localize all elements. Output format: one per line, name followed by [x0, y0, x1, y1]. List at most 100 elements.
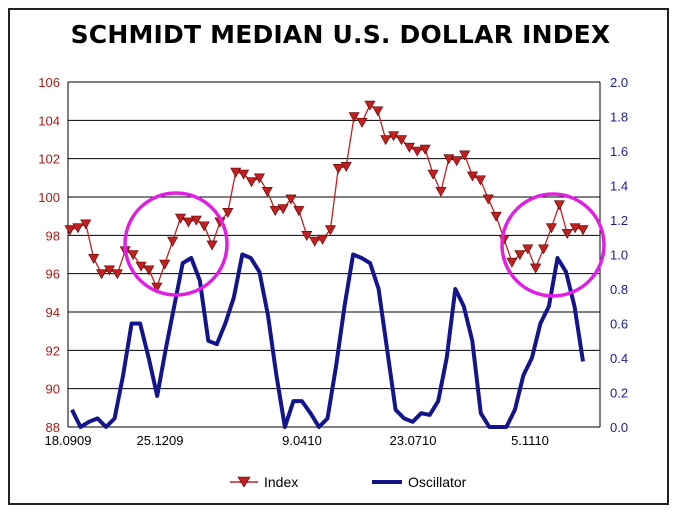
- index-marker: [277, 204, 289, 215]
- index-marker: [372, 106, 384, 117]
- legend-oscillator-label: Oscillator: [408, 474, 467, 490]
- y-left-tick-label: 98: [46, 228, 60, 243]
- index-marker: [577, 225, 589, 236]
- index-marker: [301, 231, 313, 241]
- y-right-tick-label: 1.8: [610, 110, 628, 125]
- index-marker: [569, 223, 581, 234]
- axes: [67, 82, 601, 428]
- index-marker: [443, 154, 455, 165]
- index-marker: [490, 211, 502, 222]
- index-marker: [293, 206, 305, 217]
- index-marker: [561, 229, 573, 240]
- highlight-circle: [123, 191, 229, 297]
- index-marker: [419, 144, 431, 155]
- index-marker: [159, 259, 171, 270]
- index-marker: [317, 234, 329, 245]
- index-marker: [253, 173, 265, 184]
- index-marker: [403, 142, 415, 153]
- y-left-tick-label: 104: [38, 113, 60, 128]
- oscillator-line: [70, 252, 585, 429]
- index-series: [64, 100, 589, 293]
- x-tick-label: 23.0710: [390, 433, 437, 448]
- index-marker: [96, 269, 108, 280]
- y-right-tick-label: 0.4: [610, 351, 628, 366]
- index-marker: [135, 261, 147, 272]
- index-marker: [64, 225, 76, 236]
- chart-frame: [8, 8, 669, 505]
- x-tick-label: 9.0410: [282, 433, 322, 448]
- index-marker: [206, 240, 218, 251]
- index-marker: [80, 219, 92, 230]
- index-marker: [174, 213, 187, 224]
- index-marker: [435, 186, 447, 197]
- y-left-tick-label: 92: [46, 343, 60, 358]
- tick-labels: 88 90 92 94 96 98 100 102 104 106 0.0 0.2 0.4 0.6 0.8 1…: [38, 75, 628, 448]
- index-marker: [151, 282, 163, 293]
- index-marker: [261, 186, 273, 197]
- index-marker: [332, 163, 344, 174]
- y-right-tick-label: 0.6: [610, 317, 628, 332]
- index-marker: [348, 112, 360, 123]
- y-left-tick-label: 90: [46, 382, 60, 397]
- y-left-tick-label: 100: [38, 190, 60, 205]
- y-right-tick-label: 1.6: [610, 144, 628, 159]
- y-right-tick-label: 1.0: [610, 248, 628, 263]
- index-marker: [167, 236, 179, 247]
- index-marker: [364, 100, 376, 111]
- index-marker: [380, 135, 392, 146]
- index-marker: [143, 265, 155, 276]
- y-left-tick-label: 88: [46, 420, 60, 435]
- index-marker: [388, 131, 400, 142]
- index-marker: [538, 244, 550, 255]
- y-right-tick-label: 1.2: [610, 213, 628, 228]
- x-tick-label: 25.1209: [137, 433, 184, 448]
- index-marker: [127, 250, 139, 261]
- index-marker: [230, 167, 242, 178]
- index-marker: [395, 135, 407, 146]
- index-marker: [309, 236, 321, 247]
- index-marker: [411, 146, 423, 157]
- index-marker: [285, 194, 297, 205]
- x-tick-label: 18.0909: [45, 433, 92, 448]
- y-left-tick-label: 102: [38, 152, 60, 167]
- oscillator-series: [70, 252, 585, 429]
- index-marker: [269, 206, 281, 217]
- y-right-tick-label: 1.4: [610, 179, 628, 194]
- index-marker: [466, 171, 479, 182]
- y-left-tick-label: 94: [46, 305, 60, 320]
- index-marker: [474, 175, 486, 186]
- index-marker: [238, 169, 250, 180]
- index-marker: [545, 223, 557, 234]
- chart-title: SCHMIDT MEDIAN U.S. DOLLAR INDEX: [70, 20, 611, 49]
- y-right-tick-label: 0.0: [610, 420, 628, 435]
- y-left-tick-label: 96: [46, 267, 60, 282]
- highlight-circles: [123, 191, 606, 298]
- index-marker: [246, 177, 258, 188]
- index-marker: [340, 162, 352, 172]
- x-tick-label: 5.1110: [511, 433, 549, 448]
- index-marker: [88, 254, 100, 264]
- index-marker: [514, 250, 526, 261]
- index-marker: [103, 265, 115, 276]
- legend-index-label: Index: [264, 474, 298, 490]
- index-marker: [506, 257, 518, 268]
- index-marker: [427, 169, 439, 180]
- index-line: [69, 104, 584, 289]
- index-marker: [451, 156, 463, 167]
- index-marker: [324, 225, 336, 236]
- legend-index-marker: [237, 476, 251, 488]
- index-marker: [459, 150, 471, 161]
- y-right-tick-label: 0.2: [610, 386, 628, 401]
- index-marker: [182, 217, 194, 228]
- index-marker: [72, 223, 84, 234]
- y-left-tick-label: 106: [38, 75, 60, 90]
- legend: Index Oscillator: [230, 474, 467, 490]
- index-marker: [198, 221, 210, 232]
- index-marker: [482, 194, 494, 205]
- index-marker: [222, 208, 234, 218]
- index-marker: [111, 269, 123, 280]
- index-marker: [530, 263, 542, 274]
- index-marker: [553, 200, 565, 211]
- highlight-circle: [500, 192, 606, 298]
